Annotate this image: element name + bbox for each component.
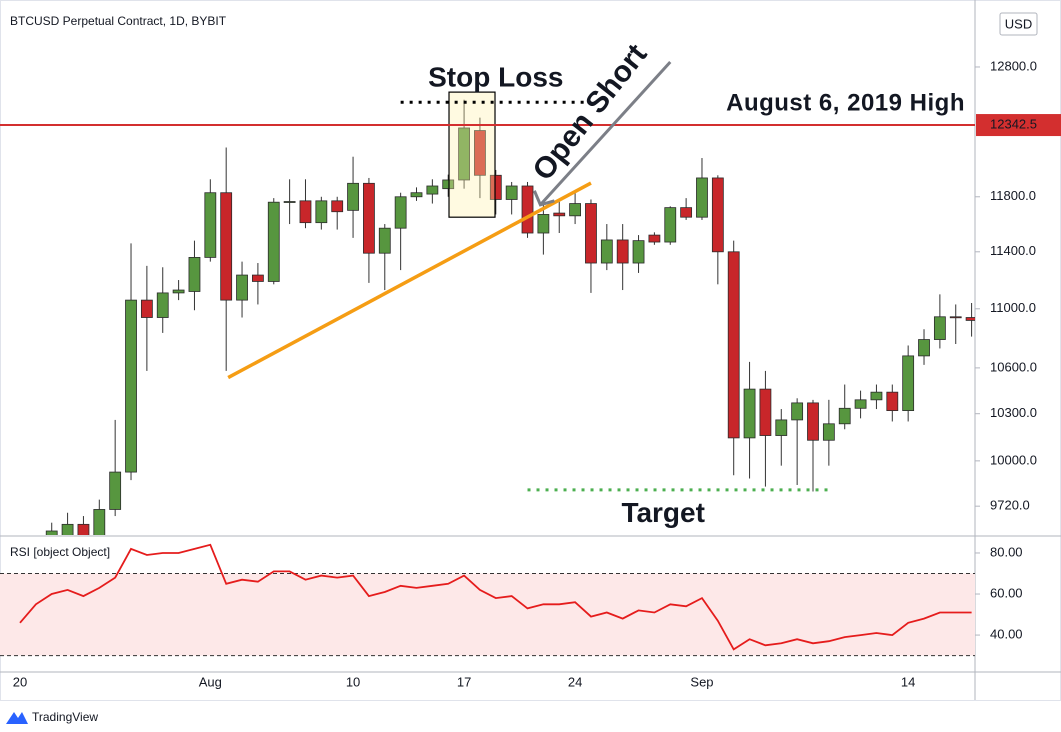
candle-body [648, 234, 661, 243]
candle-body [918, 339, 930, 357]
candle-body [410, 192, 423, 198]
candle-body [474, 130, 486, 176]
candle-body [696, 177, 708, 218]
candle-body [822, 423, 835, 441]
candle-body [188, 257, 201, 292]
candle-body [125, 299, 137, 473]
candle-body [394, 196, 407, 229]
candle-body [664, 207, 677, 243]
candle-body [458, 127, 470, 181]
indicator-title: RSI [object Object] [10, 545, 110, 559]
candle-body [711, 177, 724, 253]
rsi-band [0, 573, 975, 656]
candle-body [442, 179, 455, 190]
y-tick-label: 60.00 [990, 585, 1023, 600]
x-tick-label: 14 [901, 674, 915, 689]
candle-body [775, 419, 788, 436]
candle-body [172, 289, 185, 294]
candle-body [93, 509, 106, 535]
candle-body [61, 523, 74, 535]
x-tick-label: 10 [346, 674, 360, 689]
price-tag [976, 114, 1061, 137]
candle-body [315, 200, 328, 224]
candle-body [204, 192, 217, 258]
candle-body [569, 203, 581, 217]
candle-body [902, 355, 915, 412]
y-tick-label: 11000.0 [990, 300, 1036, 315]
y-tick-label: 10600.0 [990, 359, 1037, 374]
candle-body [791, 402, 804, 421]
rsi-line [19, 543, 972, 651]
candle-body [854, 399, 867, 409]
candle-body [505, 185, 518, 200]
currency[interactable]: USD [1005, 16, 1032, 31]
y-tick-label: 11400.0 [990, 243, 1036, 258]
stop-loss-label: Stop Loss [428, 62, 563, 93]
candle-body [600, 239, 613, 264]
candle-body [236, 274, 248, 301]
candle-body [759, 388, 772, 436]
y-tick-label: 80.00 [990, 544, 1023, 559]
x-tick-label: Sep [690, 674, 713, 689]
candle-body [283, 201, 296, 203]
candle-body [251, 274, 264, 282]
candle-body [616, 239, 629, 264]
candle-body [77, 523, 90, 535]
candle-body [632, 240, 645, 264]
candle-body [299, 200, 312, 224]
candle-body [489, 174, 502, 200]
brand-logo[interactable] [6, 712, 28, 724]
y-tick-label: 40.00 [990, 627, 1023, 642]
candle-body [933, 316, 946, 340]
candle-body [156, 292, 169, 318]
candle-body [378, 227, 391, 254]
x-tick-label: Aug [199, 674, 222, 689]
x-tick-label: 20 [13, 674, 27, 689]
candle-body [267, 201, 280, 282]
chart-header: BTCUSD Perpetual Contract, 1D, BYBIT [10, 14, 227, 28]
candle-body [965, 317, 975, 321]
candle-body [553, 212, 566, 217]
y-tick-label: 11800.0 [990, 188, 1036, 203]
brand-name[interactable]: TradingView [32, 710, 98, 724]
candle-body [743, 388, 756, 439]
price-tag-label: 12342.5 [990, 116, 1037, 131]
candle-body [521, 185, 534, 234]
candle-body [363, 182, 375, 254]
rsi-pane [0, 543, 975, 657]
y-tick-label: 10000.0 [990, 452, 1037, 467]
candle-body [140, 299, 153, 318]
currency-box[interactable] [999, 12, 1038, 36]
candle-body [331, 200, 344, 213]
x-tick-label: 24 [568, 674, 582, 689]
candle-body [680, 207, 693, 218]
candle-body [109, 471, 122, 510]
candle-body [426, 185, 439, 195]
candle-body [45, 530, 58, 535]
y-tick-label: 9720.0 [990, 498, 1030, 513]
candle-body [347, 182, 359, 211]
x-tick-label: 17 [457, 674, 471, 689]
open-short-head [533, 190, 555, 207]
candle-body [220, 192, 233, 301]
candle-body [870, 391, 883, 401]
candle-body [537, 214, 550, 234]
candle-body [886, 391, 899, 412]
brand[interactable]: TradingView [6, 710, 98, 724]
candle-body [838, 407, 851, 425]
price-pane [0, 60, 975, 535]
candle-body [949, 316, 962, 319]
trendline [227, 181, 592, 380]
candle-body [585, 203, 597, 264]
stop-box [448, 91, 496, 218]
candle-body [727, 251, 740, 439]
y-tick-label: 12800.0 [990, 58, 1037, 73]
open-short-arrow [539, 60, 672, 206]
high-label: August 6, 2019 High [726, 89, 965, 116]
target-label: Target [621, 497, 705, 528]
candle-body [807, 402, 819, 441]
y-tick-label: 10300.0 [990, 405, 1037, 420]
